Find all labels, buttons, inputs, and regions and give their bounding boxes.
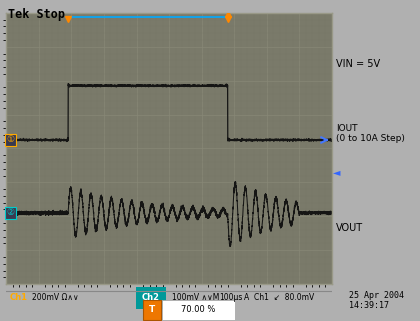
Text: IOUT
(0 to 10A Step): IOUT (0 to 10A Step) — [336, 124, 405, 143]
Text: VOUT: VOUT — [336, 223, 363, 233]
Text: ①: ① — [6, 135, 14, 144]
FancyBboxPatch shape — [142, 300, 161, 320]
FancyBboxPatch shape — [162, 300, 235, 320]
Text: ◄: ◄ — [333, 167, 341, 177]
Text: Tek Stop: Tek Stop — [8, 8, 65, 21]
Text: 100mV ∧∨M: 100mV ∧∨M — [172, 293, 220, 302]
Text: Ch2: Ch2 — [142, 293, 159, 302]
Text: 100μs: 100μs — [220, 293, 243, 302]
Text: A  Ch1  ↙  80.0mV: A Ch1 ↙ 80.0mV — [244, 293, 314, 302]
Text: 70.00 %: 70.00 % — [181, 305, 215, 315]
Text: ②: ② — [6, 208, 14, 217]
Text: 25 Apr 2004
14:39:17: 25 Apr 2004 14:39:17 — [349, 291, 404, 310]
Text: 200mV Ω∧∨: 200mV Ω∧∨ — [32, 293, 79, 302]
Text: VIN = 5V: VIN = 5V — [336, 59, 380, 69]
Text: T: T — [149, 305, 155, 315]
FancyBboxPatch shape — [136, 287, 166, 308]
Text: Ch1: Ch1 — [10, 293, 28, 302]
